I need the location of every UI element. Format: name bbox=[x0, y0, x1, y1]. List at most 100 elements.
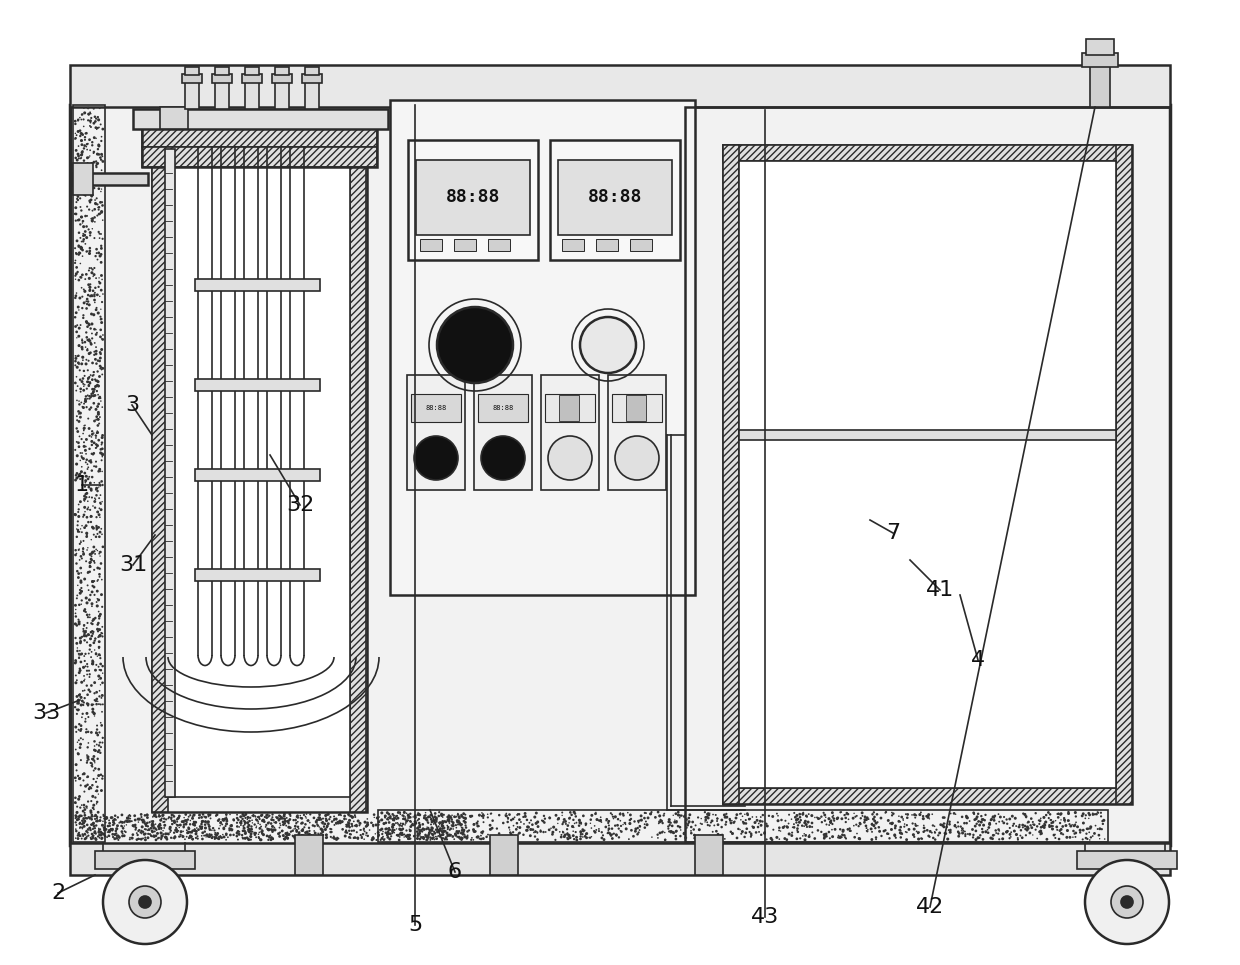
Point bbox=[1030, 337, 1050, 352]
Point bbox=[213, 812, 233, 827]
Point bbox=[164, 808, 184, 823]
Point bbox=[348, 774, 368, 789]
Point bbox=[882, 808, 901, 823]
Point bbox=[146, 638, 166, 653]
Point bbox=[79, 555, 99, 570]
Point bbox=[846, 809, 866, 824]
Point bbox=[77, 230, 97, 245]
Point bbox=[1068, 588, 1087, 603]
Point bbox=[815, 379, 835, 395]
Point bbox=[799, 806, 818, 821]
Point bbox=[151, 778, 171, 793]
Point bbox=[150, 715, 170, 731]
Point bbox=[743, 209, 763, 225]
Point bbox=[342, 192, 362, 207]
Point bbox=[348, 313, 368, 328]
Point bbox=[987, 606, 1007, 621]
Point bbox=[353, 822, 373, 838]
Point bbox=[585, 824, 605, 840]
Point bbox=[150, 303, 170, 318]
Point bbox=[346, 378, 366, 394]
Point bbox=[348, 354, 368, 370]
Point bbox=[150, 744, 170, 759]
Point bbox=[155, 608, 175, 623]
Point bbox=[148, 306, 167, 321]
Point bbox=[330, 815, 350, 831]
Point bbox=[813, 540, 833, 556]
Point bbox=[352, 429, 372, 445]
Point bbox=[155, 362, 175, 377]
Point bbox=[892, 656, 911, 672]
Point bbox=[353, 651, 373, 667]
Point bbox=[599, 815, 619, 831]
Point bbox=[143, 813, 162, 829]
Point bbox=[1049, 604, 1069, 620]
Bar bbox=[69, 105, 1171, 845]
Point bbox=[986, 823, 1006, 839]
Point bbox=[92, 587, 112, 602]
Point bbox=[141, 813, 161, 829]
Point bbox=[156, 756, 176, 771]
Point bbox=[652, 825, 672, 841]
Point bbox=[83, 829, 103, 844]
Point bbox=[76, 504, 95, 519]
Point bbox=[894, 661, 914, 676]
Point bbox=[573, 829, 593, 844]
Point bbox=[71, 231, 91, 246]
Point bbox=[153, 222, 172, 237]
Point bbox=[343, 810, 363, 825]
Point bbox=[347, 418, 367, 433]
Point bbox=[150, 471, 170, 486]
Point bbox=[153, 406, 172, 422]
Point bbox=[228, 813, 248, 828]
Point bbox=[1027, 353, 1047, 369]
Point bbox=[863, 807, 883, 822]
Point bbox=[151, 177, 171, 192]
Point bbox=[1009, 258, 1029, 273]
Point bbox=[946, 807, 966, 822]
Point bbox=[894, 819, 914, 835]
Point bbox=[153, 471, 172, 486]
Point bbox=[799, 224, 818, 239]
Point bbox=[873, 734, 893, 750]
Point bbox=[742, 543, 761, 559]
Bar bbox=[684, 107, 1171, 842]
Point bbox=[345, 607, 365, 622]
Point bbox=[346, 129, 366, 145]
Point bbox=[88, 617, 108, 632]
Point bbox=[430, 829, 450, 844]
Point bbox=[454, 824, 474, 840]
Point bbox=[343, 146, 363, 161]
Point bbox=[154, 241, 174, 257]
Point bbox=[342, 343, 362, 358]
Point bbox=[759, 808, 779, 823]
Point bbox=[73, 144, 93, 159]
Point bbox=[216, 807, 236, 822]
Point bbox=[960, 539, 980, 555]
Point bbox=[780, 468, 800, 483]
Point bbox=[83, 365, 103, 380]
Point bbox=[346, 365, 366, 380]
Point bbox=[83, 368, 103, 383]
Point bbox=[296, 832, 316, 847]
Point bbox=[89, 100, 109, 116]
Point bbox=[916, 809, 936, 824]
Point bbox=[153, 185, 172, 201]
Point bbox=[88, 425, 108, 440]
Point bbox=[396, 817, 415, 833]
Point bbox=[353, 727, 373, 742]
Point bbox=[717, 692, 737, 707]
Point bbox=[86, 379, 105, 395]
Point bbox=[808, 754, 828, 769]
Point bbox=[153, 670, 172, 685]
Point bbox=[856, 498, 875, 513]
Point bbox=[1027, 471, 1047, 486]
Point bbox=[69, 537, 89, 552]
Point bbox=[874, 377, 894, 393]
Point bbox=[342, 514, 362, 530]
Point bbox=[728, 448, 748, 463]
Point bbox=[259, 822, 279, 838]
Bar bbox=[558, 160, 672, 235]
Point bbox=[835, 828, 854, 843]
Point bbox=[346, 373, 366, 389]
